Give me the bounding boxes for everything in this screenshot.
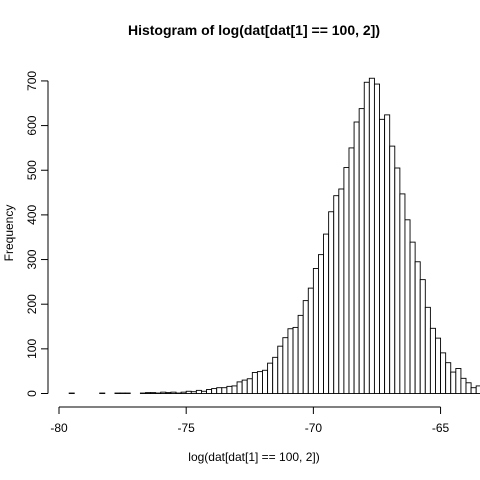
histogram-bar xyxy=(251,372,258,394)
histogram-bar xyxy=(200,390,207,394)
y-tick-label: 300 xyxy=(25,249,39,269)
histogram-bar xyxy=(150,392,157,394)
y-tick-label: 700 xyxy=(25,71,39,91)
histogram-bar xyxy=(145,392,152,394)
histogram-bar xyxy=(307,287,314,394)
histogram-bar xyxy=(297,314,304,394)
histogram-bar xyxy=(470,387,477,394)
histogram-bar xyxy=(358,108,365,394)
histogram-bar xyxy=(216,387,223,394)
histogram-bar xyxy=(429,327,436,394)
histogram-bar xyxy=(267,362,274,394)
histogram-bar xyxy=(414,261,421,394)
histogram-bar xyxy=(323,233,330,394)
histogram-bar xyxy=(256,371,263,394)
histogram-bar xyxy=(435,337,442,394)
histogram-bar xyxy=(180,391,187,394)
histogram-bar xyxy=(226,385,233,394)
histogram-bar xyxy=(460,377,467,394)
y-tick-label: 600 xyxy=(25,115,39,135)
histogram-bar xyxy=(419,279,426,394)
histogram-bar xyxy=(195,389,202,394)
histogram-bar xyxy=(424,306,431,394)
y-tick-label: 200 xyxy=(25,294,39,314)
histogram-bar xyxy=(353,121,360,394)
histogram-bar xyxy=(384,114,391,394)
histogram-bar xyxy=(445,362,452,394)
y-tick-label: 0 xyxy=(25,390,39,397)
histogram-bar xyxy=(302,300,309,394)
histogram-bar xyxy=(389,145,396,394)
x-axis-label: log(dat[dat[1] == 100, 2]) xyxy=(188,450,319,464)
histogram-bar xyxy=(170,391,177,394)
histogram-bar xyxy=(455,368,462,394)
y-tick-label: 100 xyxy=(25,339,39,359)
histogram-bar xyxy=(409,241,416,394)
y-axis-label: Frequency xyxy=(2,205,16,262)
y-axis: 0 100 200 300 400 500 600 700 xyxy=(25,71,49,397)
x-tick-label: -80 xyxy=(50,421,68,435)
x-axis: -80 -75 -70 -65 xyxy=(50,406,450,435)
histogram-bar xyxy=(287,328,294,394)
histogram-bar xyxy=(211,388,218,394)
histogram-bar xyxy=(450,371,457,394)
histogram-bar xyxy=(318,254,324,394)
chart-title: Histogram of log(dat[dat[1] == 100, 2]) xyxy=(128,22,380,38)
histogram-bar xyxy=(465,382,472,394)
histogram-bar xyxy=(190,391,197,394)
histogram-bar xyxy=(206,389,213,394)
histogram-bar xyxy=(379,118,386,394)
histogram-bar xyxy=(292,326,299,394)
histogram-bar xyxy=(221,387,228,394)
histogram-bar xyxy=(160,391,167,394)
histogram-bar xyxy=(185,390,192,394)
histogram-bar xyxy=(328,211,335,394)
histogram-bar xyxy=(272,356,279,394)
histogram-bar xyxy=(343,167,350,394)
histogram-bar xyxy=(373,83,380,394)
histogram-bars xyxy=(68,77,480,394)
histogram-bar xyxy=(312,268,319,394)
histogram-bar xyxy=(348,147,355,394)
histogram-bar xyxy=(440,352,447,394)
histogram-bar xyxy=(475,385,480,394)
histogram-bar xyxy=(246,378,253,394)
x-tick-label: -70 xyxy=(305,421,323,435)
histogram-bar xyxy=(277,345,284,394)
histogram-bar xyxy=(338,188,345,394)
histogram-bar xyxy=(333,195,340,394)
histogram-bar xyxy=(236,381,243,394)
histogram-bar xyxy=(399,193,406,394)
histogram-bar xyxy=(231,385,238,394)
y-tick-label: 500 xyxy=(25,160,39,180)
histogram-bar xyxy=(262,369,269,394)
histogram-bar xyxy=(282,337,289,394)
histogram-bar xyxy=(394,167,401,394)
y-tick-label: 400 xyxy=(25,205,39,225)
histogram-bar xyxy=(363,81,370,394)
x-tick-label: -65 xyxy=(432,421,450,435)
histogram-bar xyxy=(368,77,375,394)
histogram-bar xyxy=(165,392,172,394)
histogram-bar xyxy=(404,219,411,394)
histogram-bar xyxy=(241,379,248,394)
x-tick-label: -75 xyxy=(178,421,196,435)
